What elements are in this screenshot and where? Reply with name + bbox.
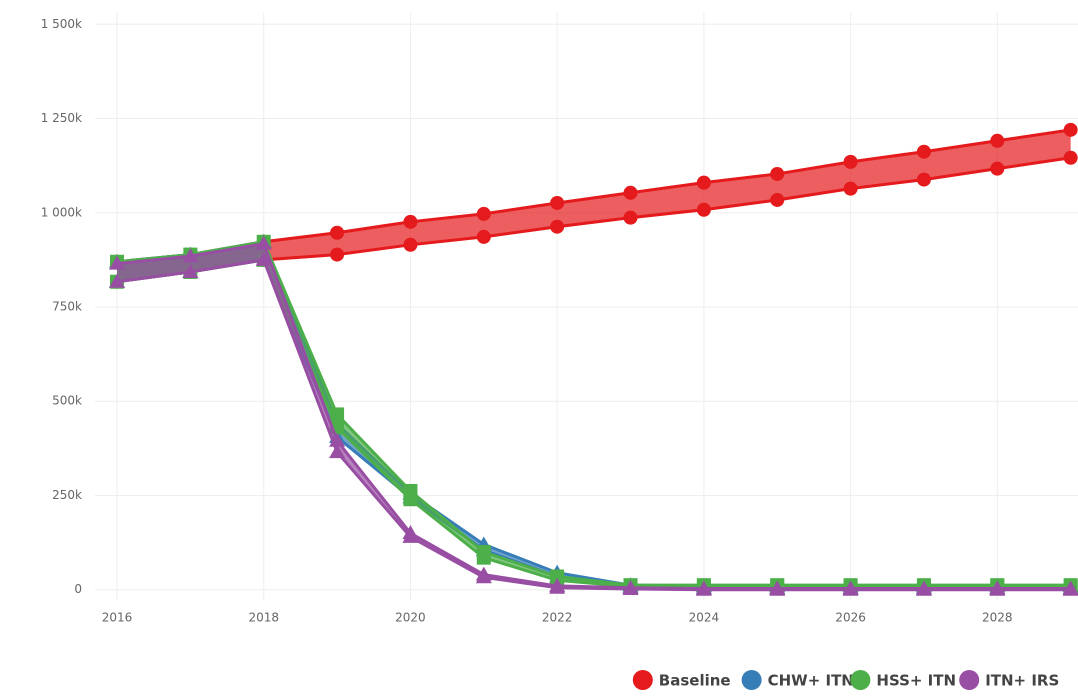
band (117, 129, 1071, 282)
legend-label: CHW+ ITN (768, 672, 854, 690)
legend-swatch (632, 670, 653, 690)
marker (770, 166, 785, 181)
marker (550, 195, 565, 210)
x-tick-label: 2018 (248, 611, 279, 625)
line (116, 258, 1071, 592)
marker (622, 580, 639, 595)
legend-label: Baseline (659, 672, 731, 690)
marker (330, 225, 345, 240)
marker (109, 255, 126, 270)
marker (695, 581, 712, 596)
x-tick-label: 2026 (835, 611, 866, 625)
marker (402, 528, 419, 543)
marker (182, 263, 199, 278)
marker (916, 144, 931, 159)
line (116, 128, 1071, 264)
marker (255, 235, 272, 250)
line (116, 156, 1071, 284)
x-tick-label: 2020 (395, 611, 426, 625)
marker (476, 550, 491, 565)
line (116, 240, 1071, 588)
band (117, 241, 1071, 588)
legend-swatch (959, 670, 980, 690)
marker (329, 444, 346, 459)
line (116, 241, 1071, 591)
marker (475, 569, 492, 584)
line (116, 240, 1071, 587)
marker (550, 219, 565, 234)
marker (623, 210, 638, 225)
marker (990, 133, 1005, 148)
x-tick-label: 2024 (689, 611, 720, 625)
marker (916, 172, 931, 187)
y-tick-label: 250k (52, 488, 82, 502)
legend-swatch (741, 670, 762, 690)
marker (1062, 581, 1078, 596)
x-tick-label: 2016 (102, 611, 133, 625)
marker (255, 251, 272, 266)
marker (549, 579, 566, 594)
marker (696, 175, 711, 190)
y-tick-label: 1 500k (41, 17, 82, 31)
marker (989, 581, 1006, 596)
marker (842, 581, 859, 596)
legend-label: ITN+ IRS (985, 672, 1059, 690)
marker (182, 248, 199, 263)
marker (915, 581, 932, 596)
marker (330, 247, 345, 262)
marker (403, 237, 418, 252)
marker (403, 214, 418, 229)
marker (843, 154, 858, 169)
legend: Baseline CHW+ ITN HSS+ ITN ITN+ IRS (632, 670, 1059, 690)
legend-label: HSS+ ITN (876, 672, 956, 690)
y-tick-label: 1 000k (41, 205, 82, 219)
y-tick-label: 0 (74, 582, 82, 596)
marker (1063, 150, 1078, 165)
marker (696, 202, 711, 217)
marker (403, 492, 418, 507)
marker (990, 161, 1005, 176)
y-tick-label: 750k (52, 300, 82, 314)
marker (476, 206, 491, 221)
marker (769, 581, 786, 596)
marker (476, 229, 491, 244)
x-tick-label: 2028 (982, 611, 1013, 625)
marker (1063, 122, 1078, 137)
y-tick-label: 500k (52, 394, 82, 408)
marker (109, 273, 126, 288)
y-tick-label: 1 250k (41, 111, 82, 125)
line (116, 258, 1071, 589)
band (117, 243, 1071, 590)
x-tick-label: 2022 (542, 611, 573, 625)
line (116, 258, 1071, 590)
marker (770, 192, 785, 207)
marker (623, 185, 638, 200)
band (117, 241, 1071, 587)
marker (843, 181, 858, 196)
legend-swatch (850, 670, 871, 690)
